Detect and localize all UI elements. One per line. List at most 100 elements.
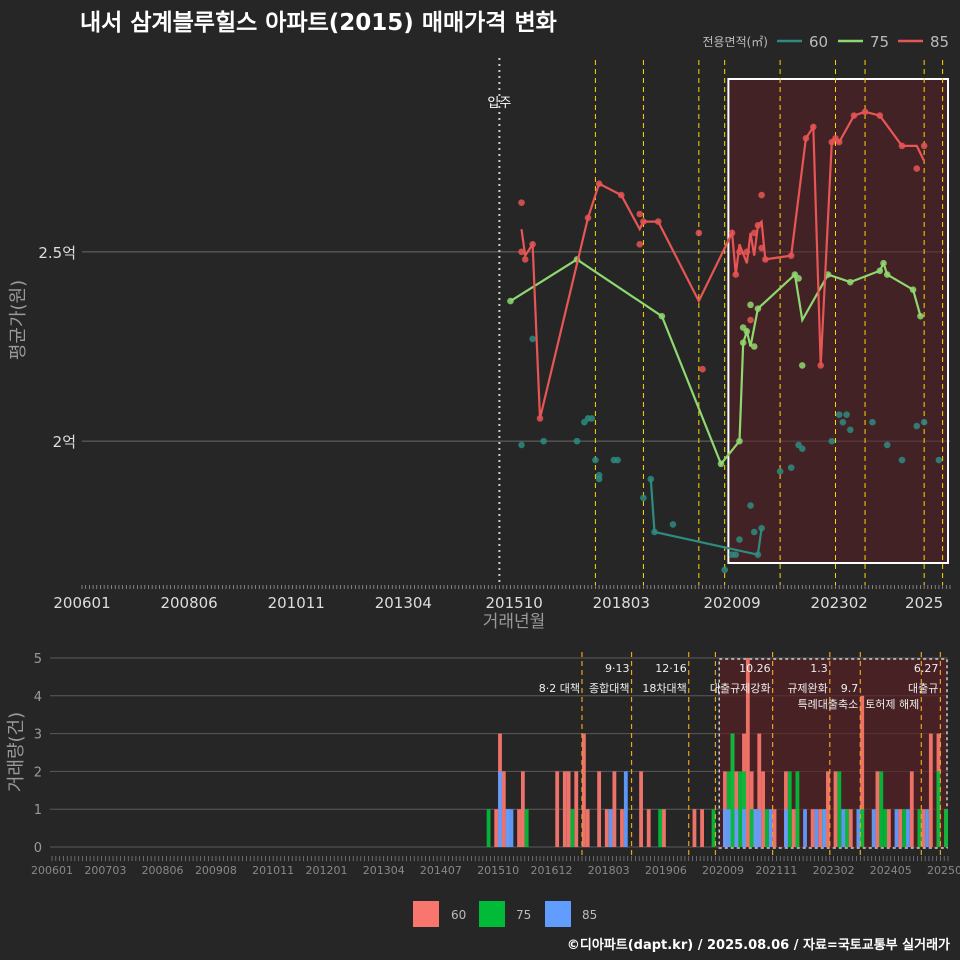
point-85-13 [699, 365, 706, 373]
policy-annotation-8: 규제완화 [787, 682, 827, 695]
point-75-5 [739, 339, 747, 347]
point-85-31 [850, 112, 858, 119]
policy-annotation-10: 특례대출축소 [798, 698, 859, 711]
bar-85-5 [723, 809, 727, 847]
bar-75-21 [936, 771, 941, 847]
bar-y-axis-title: 거래량(건) [6, 712, 27, 792]
bar-75-4 [711, 809, 716, 847]
bar-75-22 [944, 809, 948, 847]
bar-75-17 [879, 771, 884, 847]
point-60-2 [540, 437, 548, 445]
point-60-23 [758, 524, 765, 532]
bar-60-13 [604, 809, 609, 847]
point-85-16 [736, 248, 743, 256]
bar-x-tick-label-9: 201612 [530, 864, 572, 877]
point-60-19 [736, 536, 743, 543]
bar-75-6 [730, 733, 735, 847]
bar-85-0 [498, 771, 502, 847]
policy-annotation-3: 12·16 [655, 662, 687, 675]
point-75-15 [846, 278, 854, 286]
bar-85-16 [841, 809, 846, 847]
point-85-0 [518, 199, 525, 206]
bar-x-tick-label-11: 201906 [645, 864, 687, 877]
bar-x-tick-label-3: 200908 [195, 864, 237, 877]
bar-85-12 [784, 809, 788, 847]
policy-annotation-13: 토허제 해제 [865, 697, 919, 711]
bar-75-20 [917, 809, 922, 847]
bar-60-39 [848, 809, 853, 847]
bar-60-15 [620, 809, 624, 847]
point-75-0 [507, 297, 514, 305]
bar-x-tick-label-13: 202111 [755, 864, 797, 877]
x-axis-title: 거래년월 [483, 612, 546, 632]
point-85-11 [654, 218, 662, 225]
legend-swatch-75 [479, 901, 505, 927]
point-60-6 [588, 415, 596, 422]
legend-label-60: 60 [809, 33, 828, 51]
bar-60-34 [810, 809, 815, 847]
point-60-28 [828, 437, 836, 445]
bar-x-tick-label-8: 201510 [477, 864, 519, 877]
bar-75-18 [883, 809, 887, 847]
policy-annotation-5: 10.26 [739, 662, 771, 675]
point-75-13 [798, 362, 806, 369]
point-85-18 [747, 316, 754, 324]
x-tick-label-8: 2025 [905, 594, 943, 612]
y-axis-title: 평균가(원) [8, 280, 29, 360]
x-tick-label-3: 201304 [375, 594, 432, 612]
bar-60-12 [597, 771, 602, 847]
bar-75-9 [749, 809, 754, 847]
point-60-9 [595, 471, 603, 479]
legend-swatch-60 [413, 901, 439, 927]
bar-y-tick-label-1: 1 [34, 803, 42, 818]
point-75-17 [880, 259, 887, 267]
point-60-0 [518, 441, 525, 449]
line-legend: 전용면적(㎡) 60 75 85 [702, 33, 949, 51]
point-85-12 [695, 229, 703, 237]
point-85-6 [595, 180, 603, 188]
point-85-7 [617, 191, 625, 199]
highlight-box [727, 78, 950, 564]
bar-60-19 [692, 809, 697, 847]
bar-85-1 [505, 809, 510, 847]
bar-75-12 [795, 771, 800, 847]
bar-60-20 [700, 809, 704, 847]
policy-annotation-11: 6.27 [914, 662, 939, 675]
footer-credit: ©디아파트(dapt.kr) / 2025.08.06 / 자료=국토교통부 실… [567, 937, 950, 953]
point-60-18 [732, 551, 740, 559]
point-85-2 [521, 256, 529, 263]
legend-swatch-85 [545, 901, 571, 927]
point-85-9 [636, 240, 644, 248]
x-tick-label-1: 200806 [160, 594, 217, 612]
policy-annotation-12: 대출규 [908, 682, 938, 695]
bar-85-13 [803, 809, 807, 847]
point-85-1 [518, 248, 525, 256]
series-line-60 [649, 478, 763, 557]
bar-60-16 [639, 771, 643, 847]
point-60-32 [846, 426, 854, 434]
point-60-25 [787, 464, 795, 471]
point-85-36 [920, 142, 928, 150]
legend-title: 전용면적(㎡) [702, 35, 768, 49]
point-75-14 [824, 271, 832, 278]
bar-85-11 [768, 809, 773, 847]
bar-75-16 [860, 809, 865, 847]
point-75-20 [917, 312, 924, 320]
bar-85-2 [509, 809, 514, 847]
x-tick-label-7: 202302 [811, 594, 868, 612]
bar-60-44 [909, 771, 914, 847]
point-85-20 [754, 222, 762, 229]
point-85-33 [876, 112, 884, 119]
bar-75-11 [787, 771, 792, 847]
point-60-20 [747, 502, 754, 509]
bar-60-14 [612, 771, 617, 847]
x-tick-label-5: 201803 [593, 594, 650, 612]
point-85-5 [584, 214, 592, 222]
point-75-8 [747, 301, 754, 309]
point-85-27 [817, 362, 825, 369]
bar-85-10 [757, 809, 762, 847]
point-85-22 [758, 244, 765, 252]
point-60-29 [835, 411, 843, 418]
bar-75-19 [902, 809, 907, 847]
bar-60-2 [501, 771, 506, 847]
